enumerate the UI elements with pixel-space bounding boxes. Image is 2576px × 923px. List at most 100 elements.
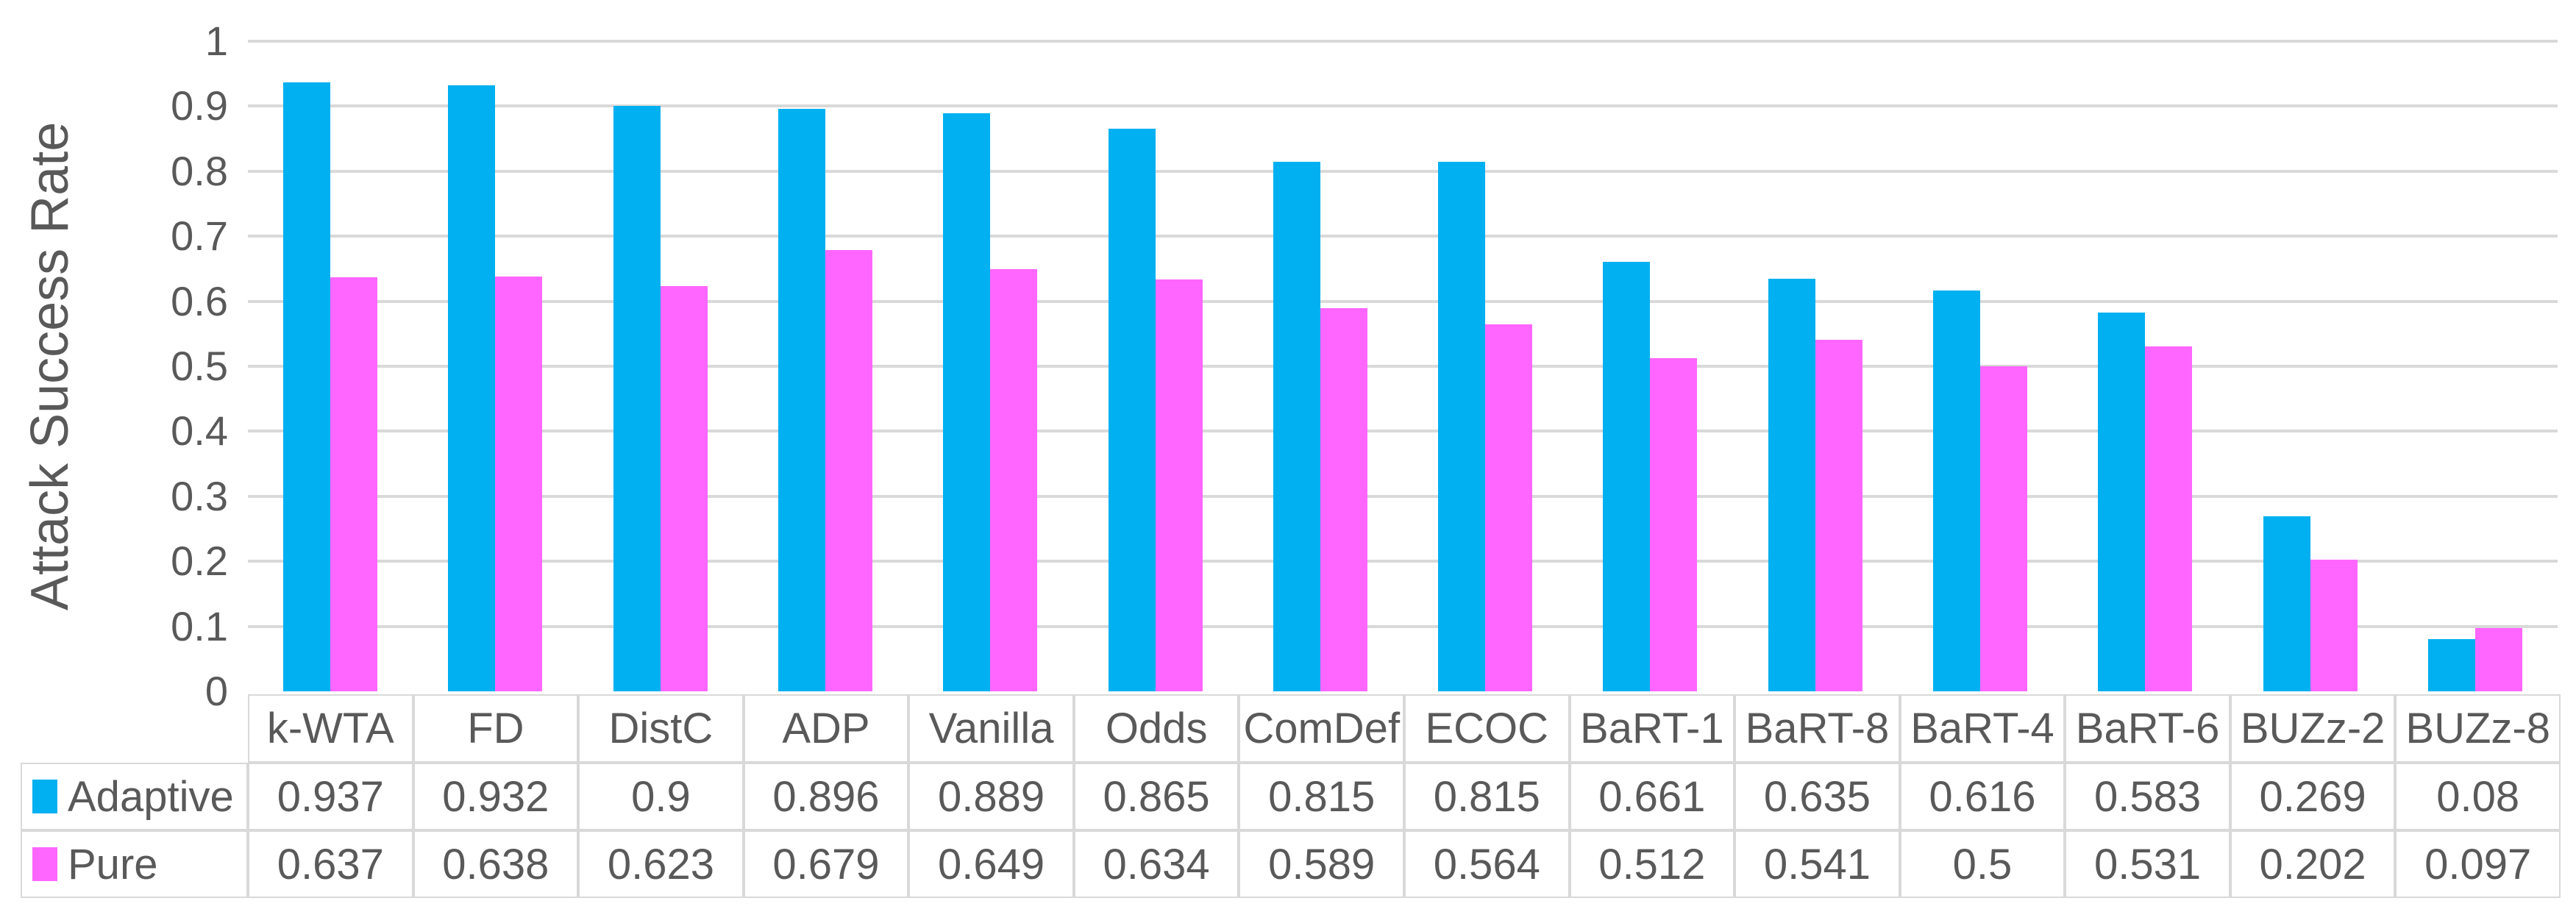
bar-pure-Odds [1155,279,1203,691]
table-value-adaptive-ComDef: 0.815 [1239,763,1404,830]
table-header-BaRT-8: BaRT-8 [1734,694,1900,763]
y-tick-label: 0 [204,668,228,714]
legend-cell-pure: Pure [21,830,248,898]
table-header-Odds: Odds [1073,694,1239,763]
gridline [248,624,2558,628]
bar-adaptive-DistC [613,106,661,691]
table-value-adaptive-Odds: 0.865 [1073,763,1239,830]
bar-group-DistC [578,41,743,691]
gridline [248,560,2558,563]
bar-group-BUZz-8 [2393,41,2558,691]
table-value-adaptive-FD: 0.932 [413,763,579,830]
y-tick-label: 0.6 [171,277,228,324]
table-value-adaptive-BUZz-2: 0.269 [2230,763,2396,830]
table-header-BaRT-6: BaRT-6 [2065,694,2230,763]
bar-group-k-WTA [248,41,413,691]
table-corner-cell [21,694,248,763]
bar-group-Odds [1072,41,1237,691]
table-value-pure-BUZz-2: 0.202 [2230,830,2396,898]
bar-adaptive-Odds [1108,129,1156,691]
table-value-adaptive-BaRT-8: 0.635 [1734,763,1900,830]
bar-adaptive-FD [448,85,496,691]
bar-group-ADP [743,41,908,691]
bar-group-BaRT-1 [1568,41,1732,691]
gridline [248,299,2558,303]
y-tick-label: 0.3 [171,472,228,519]
table-header-BUZz-8: BUZz-8 [2395,694,2561,763]
gridline [248,365,2558,368]
table-value-adaptive-ECOC: 0.815 [1403,763,1570,830]
y-tick-label: 0.9 [171,82,228,129]
y-axis-title: Attack Success Rate [21,121,79,611]
legend-swatch-pure [32,847,57,881]
bar-group-ComDef [1238,41,1403,691]
gridline [248,104,2558,108]
bar-pure-ADP [825,250,872,691]
table-header-BUZz-2: BUZz-2 [2230,694,2396,763]
table-value-pure-ComDef: 0.589 [1239,830,1404,898]
bar-group-FD [413,41,577,691]
table-header-BaRT-4: BaRT-4 [1899,694,2066,763]
bar-pure-DistC [660,286,708,691]
table-value-pure-DistC: 0.623 [578,830,744,898]
legend-label: Adaptive [68,772,234,821]
bar-pure-Vanilla [990,269,1038,691]
legend-swatch-adaptive [32,780,57,813]
table-value-adaptive-BaRT-4: 0.616 [1899,763,2066,830]
table-header-Vanilla: Vanilla [908,694,1074,763]
bar-pure-BaRT-6 [2145,346,2193,691]
gridline [248,40,2558,43]
bar-group-BaRT-8 [1733,41,1898,691]
bar-pure-ECOC [1485,324,1533,691]
y-tick-label: 0.8 [171,147,228,194]
table-value-adaptive-Vanilla: 0.889 [908,763,1074,830]
legend-label: Pure [68,840,158,888]
bar-adaptive-ECOC [1438,162,1486,691]
bar-group-BUZz-2 [2227,41,2392,691]
gridline [248,169,2558,173]
bar-group-Vanilla [908,41,1072,691]
table-value-pure-BaRT-6: 0.531 [2065,830,2230,898]
table-header-ECOC: ECOC [1403,694,1570,763]
table-value-adaptive-ADP: 0.896 [743,763,909,830]
gridline [248,494,2558,498]
y-tick-label: 0.7 [171,213,228,260]
bar-pure-BaRT-8 [1815,340,1862,691]
plot-area [248,40,2558,691]
bar-groups [248,41,2558,691]
y-tick-label: 1 [204,18,228,64]
table-value-pure-ECOC: 0.564 [1403,830,1570,898]
table-value-pure-Vanilla: 0.649 [908,830,1074,898]
bar-pure-k-WTA [330,277,378,691]
table-value-pure-Odds: 0.634 [1073,830,1239,898]
legend-cell-adaptive: Adaptive [21,763,248,830]
table-value-adaptive-DistC: 0.9 [578,763,744,830]
y-tick-label: 0.1 [171,602,228,649]
table-value-adaptive-k-WTA: 0.937 [248,763,413,830]
bar-adaptive-BUZz-2 [2263,516,2310,691]
bar-adaptive-ADP [778,109,825,691]
table-value-pure-FD: 0.638 [413,830,579,898]
table-value-pure-BaRT-4: 0.5 [1899,830,2066,898]
y-tick-label: 0.5 [171,343,228,389]
data-table: k-WTA FD DistC ADP Vanilla Odds ComDef ECOC BaRT… [21,694,2561,898]
table-header-BaRT-1: BaRT-1 [1569,694,1735,763]
bar-adaptive-BaRT-1 [1603,262,1651,691]
bar-adaptive-Vanilla [943,113,991,691]
table-value-adaptive-BaRT-1: 0.661 [1569,763,1735,830]
table-header-DistC: DistC [578,694,744,763]
bar-adaptive-BUZz-8 [2427,639,2475,691]
bar-adaptive-BaRT-8 [1768,279,1815,691]
table-header-FD: FD [413,694,579,763]
table-header-ComDef: ComDef [1239,694,1404,763]
table-value-pure-BaRT-8: 0.541 [1734,830,1900,898]
table-value-pure-k-WTA: 0.637 [248,830,413,898]
table-value-adaptive-BaRT-6: 0.583 [2065,763,2230,830]
bar-adaptive-ComDef [1273,162,1320,691]
table-value-adaptive-BUZz-8: 0.08 [2395,763,2561,830]
bar-pure-FD [495,277,543,691]
bar-group-ECOC [1403,41,1568,691]
table-value-pure-ADP: 0.679 [743,830,909,898]
table-value-pure-BaRT-1: 0.512 [1569,830,1735,898]
